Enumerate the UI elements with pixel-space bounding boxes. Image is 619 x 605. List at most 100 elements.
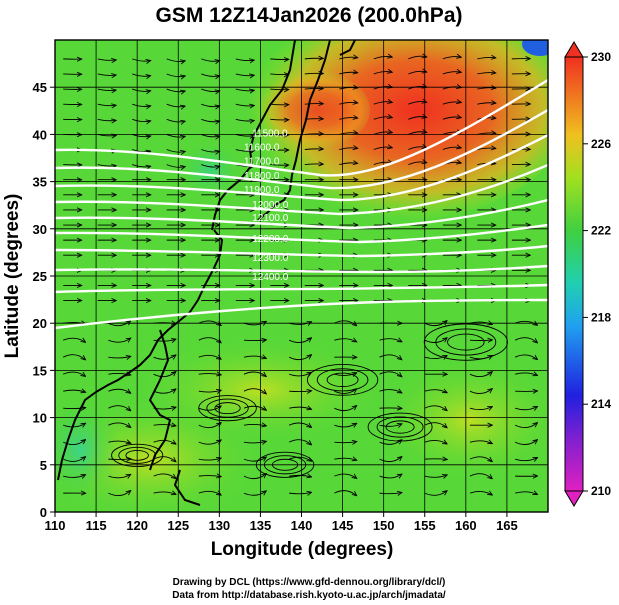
streamline-arrow	[198, 406, 221, 410]
streamline-arrow	[132, 164, 150, 167]
y-tick-label: 15	[33, 363, 47, 378]
streamline-arrow	[288, 422, 311, 427]
streamline-arrow	[198, 390, 221, 392]
colorbar-gradient	[564, 56, 584, 492]
streamline-arrow	[63, 338, 85, 342]
streamline-arrow	[270, 150, 288, 151]
streamline-arrow	[63, 475, 85, 478]
streamline-arrow	[198, 458, 221, 460]
x-tick-label: 110	[45, 518, 66, 533]
streamline-arrow	[515, 458, 537, 461]
streamline-arrow	[408, 132, 426, 135]
coast-borneo	[173, 469, 201, 506]
streamline-arrow	[379, 339, 402, 342]
streamline-arrow	[153, 339, 176, 341]
streamline-arrow	[235, 89, 254, 91]
streamline-arrow	[198, 320, 221, 325]
streamline-arrow	[153, 425, 176, 426]
streamline-arrow	[304, 58, 323, 59]
streamline-arrow	[304, 73, 323, 74]
streamline-arrow	[166, 58, 185, 62]
streamline-arrow	[379, 493, 402, 494]
streamline-arrow	[153, 389, 176, 393]
contour-11800	[55, 163, 548, 216]
contour-12100	[55, 244, 548, 258]
streamline-arrow	[442, 147, 461, 150]
streamline-swirl	[385, 420, 415, 434]
streamline-arrow	[198, 440, 221, 445]
streamline-arrow	[243, 424, 266, 425]
streamline-arrow	[166, 118, 185, 122]
streamline-arrow	[201, 103, 219, 106]
streamline-swirl	[198, 395, 257, 422]
streamline-arrow	[97, 134, 116, 135]
streamline-arrow	[97, 74, 116, 75]
streamline-arrow	[339, 87, 357, 89]
contour-12400	[55, 298, 548, 330]
streamline-arrow	[334, 406, 356, 412]
streamline-arrow	[63, 390, 85, 392]
streamline-arrow	[153, 456, 176, 462]
streamline-arrow	[153, 323, 176, 324]
streamline-arrow	[166, 164, 185, 168]
streamline-swirl	[206, 398, 249, 418]
y-tick-label: 10	[33, 411, 47, 426]
streamline-arrow	[469, 441, 492, 444]
y-axis-ticks: 0 5 10 15 20 25 30 35 40 45	[33, 80, 55, 520]
streamline-arrow	[243, 388, 266, 394]
streamline-arrow	[424, 422, 447, 428]
streamline-arrow	[424, 390, 447, 393]
y-tick-label: 0	[40, 505, 47, 520]
contour-label: 12100.0	[252, 213, 289, 224]
contour-label: 12400.0	[252, 272, 289, 283]
streamline-arrow	[477, 73, 495, 74]
streamline-arrow	[270, 119, 288, 120]
streamline-arrow	[289, 391, 311, 392]
streamline-arrow	[235, 104, 254, 106]
streamline-arrow	[339, 148, 357, 150]
streamline-arrow	[132, 73, 150, 76]
streamline-arrow	[108, 321, 130, 327]
contour-label: 11700.0	[244, 157, 280, 168]
streamline-arrow	[201, 164, 219, 167]
streamline-arrow	[339, 133, 357, 135]
streamline-arrow	[477, 118, 495, 119]
streamline-arrow	[108, 422, 130, 427]
streamline-arrow	[201, 149, 219, 152]
streamline-arrow	[373, 132, 392, 135]
coast-south-china	[95, 364, 141, 393]
streamline-arrow	[339, 57, 357, 59]
contour-label: 11500.0	[252, 128, 288, 139]
streamline-arrow	[201, 133, 219, 136]
contour-label: 12200.0	[252, 234, 289, 245]
streamline-arrow	[373, 72, 392, 75]
streamline-arrow	[424, 491, 447, 496]
x-tick-label: 165	[496, 518, 518, 533]
streamline-arrow	[469, 389, 492, 394]
streamline-arrow	[469, 456, 492, 462]
streamline-arrow	[304, 104, 323, 105]
streamline-arrow	[108, 441, 130, 443]
streamline-arrow	[424, 321, 447, 327]
contour-11600	[55, 108, 548, 190]
x-tick-label: 160	[455, 518, 477, 533]
streamline-arrow	[289, 457, 311, 461]
streamline-arrow	[63, 354, 85, 360]
coast-korea-manchuria	[211, 40, 296, 231]
streamline-arrow	[339, 72, 357, 74]
streamline-swirl	[306, 363, 379, 396]
streamline-arrow	[469, 356, 492, 359]
streamline-arrow	[477, 133, 495, 134]
streamline-arrow	[97, 59, 116, 60]
streamline-arrow	[289, 492, 311, 493]
streamline-arrow	[514, 440, 537, 445]
streamline-arrow	[289, 407, 311, 409]
streamline-arrow	[408, 56, 426, 60]
y-axis-label: Latitude (degrees)	[2, 194, 23, 359]
streamline-arrow	[243, 340, 266, 341]
streamline-swirl	[271, 458, 299, 471]
figure-title: GSM 12Z14Jan2026 (200.0hPa)	[155, 4, 462, 27]
streamline-arrow	[166, 133, 185, 137]
streamline-arrow	[304, 164, 323, 165]
streamline-arrow	[373, 117, 392, 120]
